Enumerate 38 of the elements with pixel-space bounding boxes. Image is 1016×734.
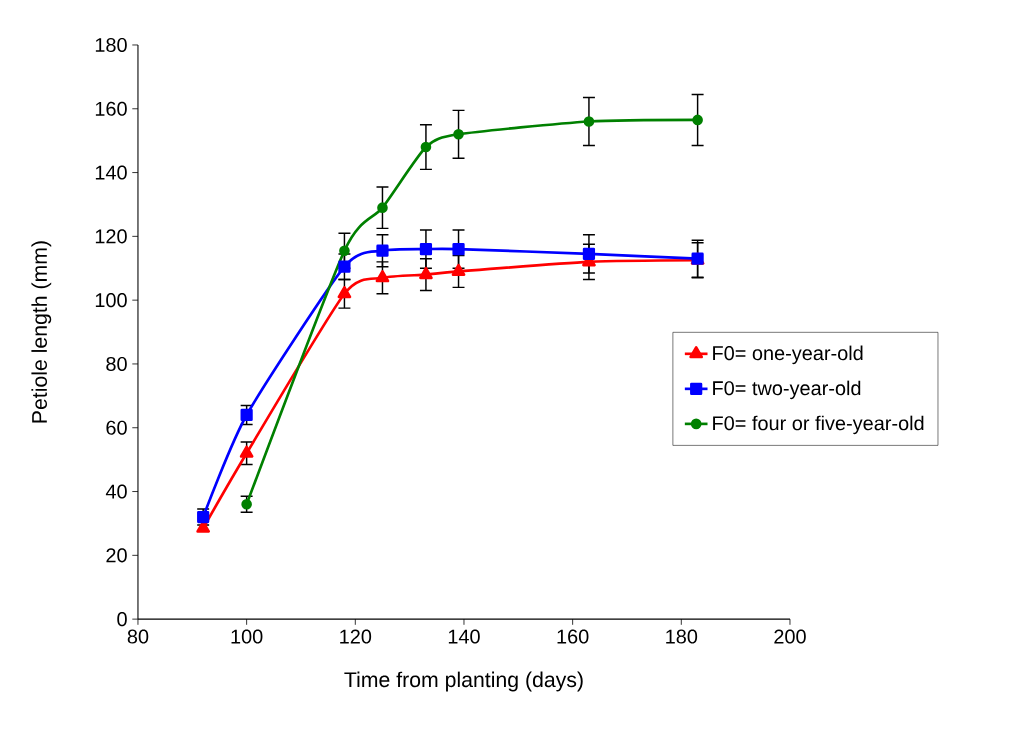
point	[338, 260, 351, 273]
legend-label: F0= four or five-year-old	[713, 415, 924, 435]
point	[419, 266, 433, 280]
point	[582, 247, 596, 260]
x-tick-label: 180	[666, 629, 698, 644]
point	[376, 244, 389, 257]
y-tick-label: 160	[95, 101, 127, 116]
y-tick-label: 60	[106, 420, 127, 435]
y-tick-label: 80	[106, 356, 127, 371]
x-tick-label: 80	[127, 629, 149, 644]
x-tick-label: 140	[448, 629, 480, 644]
x-tick-label: 120	[340, 629, 372, 644]
y-axis-title: Petiole length (mm)	[31, 241, 52, 423]
point	[339, 245, 350, 257]
point	[583, 116, 595, 127]
point	[419, 242, 433, 256]
point	[337, 286, 352, 299]
y-tick-label: 120	[95, 229, 127, 244]
point	[377, 202, 388, 213]
legend-label: F0= one-year-old	[713, 345, 863, 365]
y-tick-label: 180	[95, 37, 127, 53]
x-tick-label: 160	[557, 629, 589, 644]
point	[375, 270, 390, 283]
point	[451, 263, 466, 276]
y-tick-label: 20	[106, 548, 127, 563]
legend-label: F0= two-year-old	[713, 380, 861, 400]
point	[453, 128, 464, 140]
x-tick-label: 200	[774, 629, 806, 644]
y-tick-label: 40	[105, 484, 127, 499]
point	[452, 242, 465, 256]
x-axis-title: Time from planting (days)	[344, 671, 583, 692]
y-tick-label: 0	[117, 612, 127, 627]
x-tick-label: 100	[231, 629, 263, 644]
y-tick-label: 140	[95, 165, 127, 180]
point	[420, 141, 432, 153]
point	[692, 114, 703, 126]
point	[239, 445, 254, 458]
y-tick-label: 100	[95, 293, 127, 308]
